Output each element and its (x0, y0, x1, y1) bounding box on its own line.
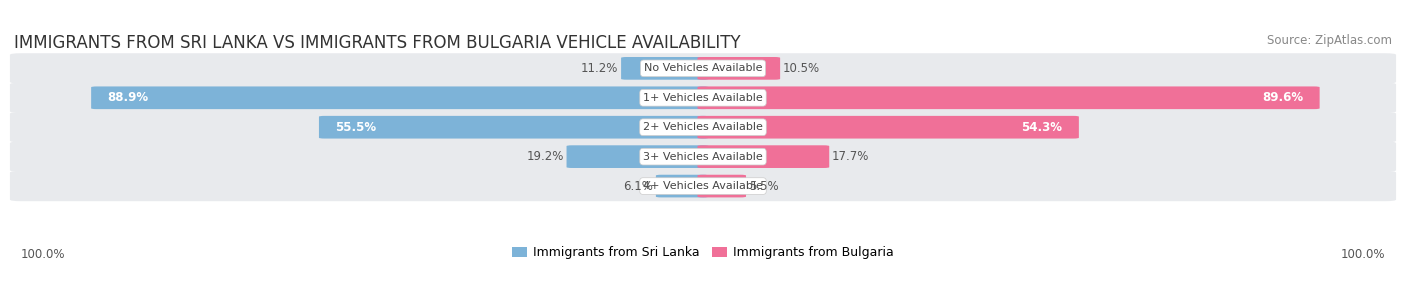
FancyBboxPatch shape (697, 116, 1078, 138)
Text: 11.2%: 11.2% (581, 62, 619, 75)
Text: 100.0%: 100.0% (1340, 248, 1385, 261)
Text: 100.0%: 100.0% (21, 248, 66, 261)
Text: Source: ZipAtlas.com: Source: ZipAtlas.com (1267, 34, 1392, 47)
FancyBboxPatch shape (10, 142, 1396, 172)
Text: 88.9%: 88.9% (108, 91, 149, 104)
FancyBboxPatch shape (621, 57, 709, 80)
FancyBboxPatch shape (10, 112, 1396, 142)
FancyBboxPatch shape (319, 116, 709, 138)
Text: 19.2%: 19.2% (526, 150, 564, 163)
FancyBboxPatch shape (10, 83, 1396, 113)
FancyBboxPatch shape (567, 145, 709, 168)
Text: 5.5%: 5.5% (749, 180, 779, 192)
Text: 6.1%: 6.1% (623, 180, 654, 192)
Text: 17.7%: 17.7% (832, 150, 869, 163)
FancyBboxPatch shape (697, 57, 780, 80)
Text: 2+ Vehicles Available: 2+ Vehicles Available (643, 122, 763, 132)
FancyBboxPatch shape (91, 86, 709, 109)
FancyBboxPatch shape (697, 86, 1320, 109)
Text: 10.5%: 10.5% (783, 62, 820, 75)
FancyBboxPatch shape (10, 171, 1396, 201)
Text: 1+ Vehicles Available: 1+ Vehicles Available (643, 93, 763, 103)
FancyBboxPatch shape (10, 53, 1396, 84)
FancyBboxPatch shape (697, 175, 747, 197)
Text: No Vehicles Available: No Vehicles Available (644, 63, 762, 73)
FancyBboxPatch shape (655, 175, 709, 197)
Text: 55.5%: 55.5% (336, 121, 377, 134)
Text: 3+ Vehicles Available: 3+ Vehicles Available (643, 152, 763, 162)
Text: IMMIGRANTS FROM SRI LANKA VS IMMIGRANTS FROM BULGARIA VEHICLE AVAILABILITY: IMMIGRANTS FROM SRI LANKA VS IMMIGRANTS … (14, 34, 741, 52)
Legend: Immigrants from Sri Lanka, Immigrants from Bulgaria: Immigrants from Sri Lanka, Immigrants fr… (506, 241, 900, 264)
FancyBboxPatch shape (697, 145, 830, 168)
Text: 54.3%: 54.3% (1021, 121, 1063, 134)
Text: 4+ Vehicles Available: 4+ Vehicles Available (643, 181, 763, 191)
Text: 89.6%: 89.6% (1263, 91, 1303, 104)
